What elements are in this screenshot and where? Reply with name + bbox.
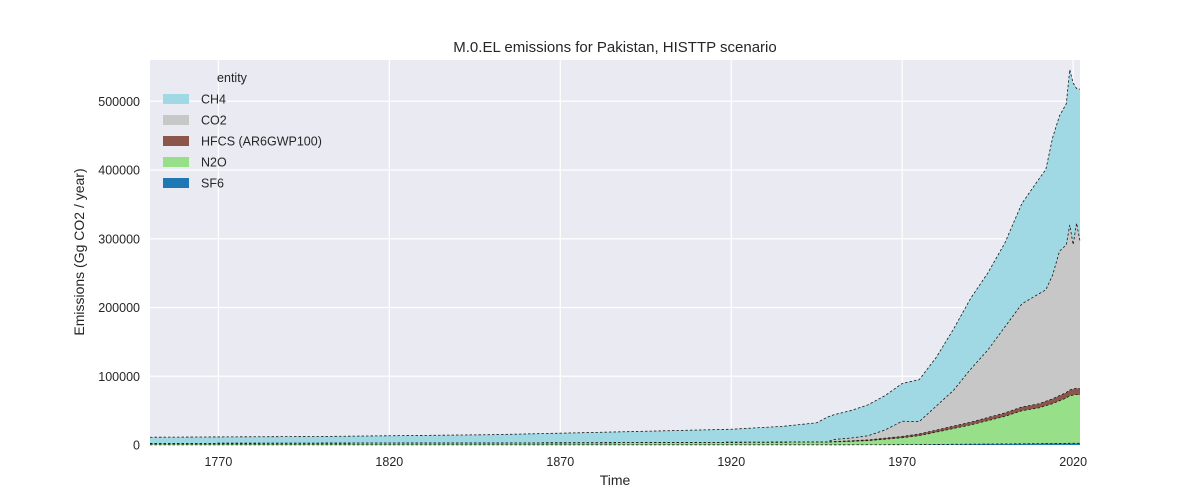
outline-sf6 [150,442,1080,446]
y-axis-ticks: 0 100000 200000 300000 400000 500000 [98,95,140,453]
legend-item-ch4: CH4 [163,93,226,107]
legend-swatch [163,136,189,146]
legend-label: HFCS (AR6GWP100) [201,135,322,149]
x-tick-label: 1770 [204,455,232,469]
x-tick-label: 1820 [375,455,403,469]
legend-swatch [163,115,189,125]
y-tick-label: 100000 [98,370,140,384]
y-axis-label: Emissions (Gg CO2 / year) [71,168,87,335]
x-axis-ticks: 1770 1820 1870 1920 1970 2020 [204,455,1087,469]
legend-item-hfcs-ar6gwp100: HFCS (AR6GWP100) [163,135,322,149]
legend-item-co2: CO2 [163,114,227,128]
chart-title: M.0.EL emissions for Pakistan, HISTTP sc… [453,39,776,56]
legend-label: N2O [201,156,227,170]
legend-label: SF6 [201,177,224,191]
area-n2o [150,394,1080,445]
y-tick-label: 500000 [98,95,140,109]
x-axis-label: Time [600,472,631,488]
legend-title: entity [217,71,248,85]
x-tick-label: 1870 [546,455,574,469]
outline-n2o [149,393,1081,444]
legend-label: CO2 [201,114,227,128]
legend-swatch [163,157,189,167]
legend: entity CH4 CO2 HFCS (AR6GWP100) N2O SF6 [163,71,322,191]
x-tick-label: 1970 [888,455,916,469]
stacked-areas [150,69,1080,445]
y-tick-label: 300000 [98,232,140,246]
y-tick-label: 0 [133,439,140,453]
legend-swatch [163,94,189,104]
legend-label: CH4 [201,93,226,107]
outline-ch4 [149,69,1081,438]
legend-swatch [163,178,189,188]
legend-item-sf6: SF6 [163,177,224,191]
y-tick-label: 400000 [98,164,140,178]
x-tick-label: 2020 [1059,455,1087,469]
legend-item-n2o: N2O [163,156,227,170]
y-tick-label: 200000 [98,301,140,315]
outline-co2 [149,223,1081,444]
x-tick-label: 1920 [717,455,745,469]
series-outlines [149,69,1081,446]
area-sf6 [150,443,1080,445]
